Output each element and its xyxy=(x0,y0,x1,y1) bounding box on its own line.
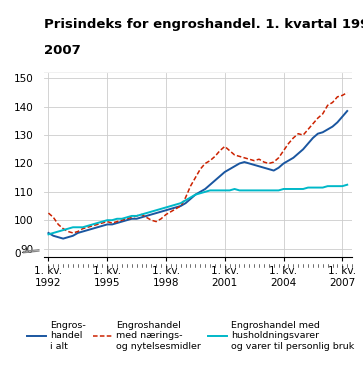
Text: 0: 0 xyxy=(14,249,20,259)
Legend: Engros-
handel
i alt, Engroshandel
med nærings-
og nytelsesmidler, Engroshandel : Engros- handel i alt, Engroshandel med n… xyxy=(24,317,358,355)
Text: Prisindeks for engroshandel. 1. kvartal 1992-2. kvartal: Prisindeks for engroshandel. 1. kvartal … xyxy=(44,18,363,31)
Text: 2007: 2007 xyxy=(44,44,80,57)
